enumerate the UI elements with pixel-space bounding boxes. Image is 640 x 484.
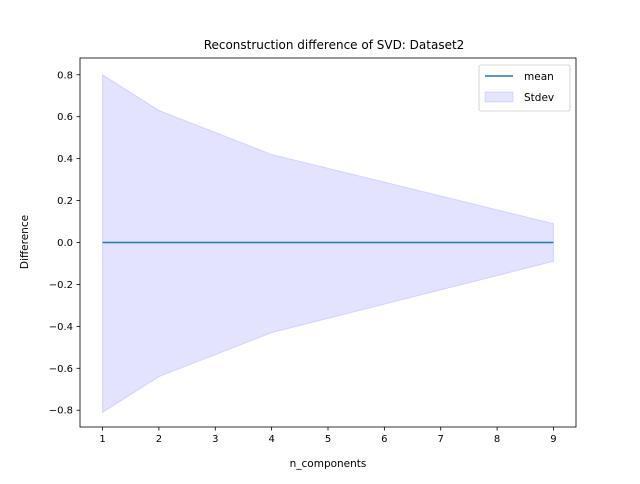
x-tick-label: 5 (325, 434, 331, 445)
x-tick-label: 4 (268, 434, 274, 445)
x-tick-label: 2 (156, 434, 162, 445)
y-axis-label: Difference (19, 215, 31, 269)
y-tick-label: −0.2 (49, 280, 73, 291)
y-tick-label: 0.2 (57, 196, 73, 207)
x-axis: 1 2 3 4 5 6 7 8 9 (99, 427, 557, 445)
y-tick-label: −0.6 (49, 364, 73, 375)
x-tick-label: 8 (494, 434, 500, 445)
legend-stdev-swatch (484, 91, 514, 103)
y-tick-label: 0.8 (57, 70, 73, 81)
x-tick-label: 3 (212, 434, 218, 445)
legend-mean-label: mean (524, 71, 554, 83)
x-tick-label: 1 (99, 434, 105, 445)
stdev-band-layer (102, 73, 554, 414)
legend: mean Stdev (478, 64, 571, 112)
y-tick-label: −0.4 (49, 322, 73, 333)
x-tick-label: 6 (381, 434, 387, 445)
y-tick-label: 0.6 (57, 112, 73, 123)
x-tick-label: 9 (550, 434, 556, 445)
y-tick-label: −0.8 (49, 406, 73, 417)
y-tick-label: 0.0 (57, 238, 73, 249)
legend-stdev-label: Stdev (524, 92, 554, 104)
y-axis: −0.8 −0.6 −0.4 −0.2 0.0 0.2 0.4 0.6 0.8 (49, 70, 80, 417)
stdev-band (102, 73, 554, 414)
y-tick-label: 0.4 (57, 154, 73, 165)
x-tick-label: 7 (438, 434, 444, 445)
x-axis-label: n_components (290, 458, 367, 470)
chart-title: Reconstruction difference of SVD: Datase… (204, 38, 465, 52)
